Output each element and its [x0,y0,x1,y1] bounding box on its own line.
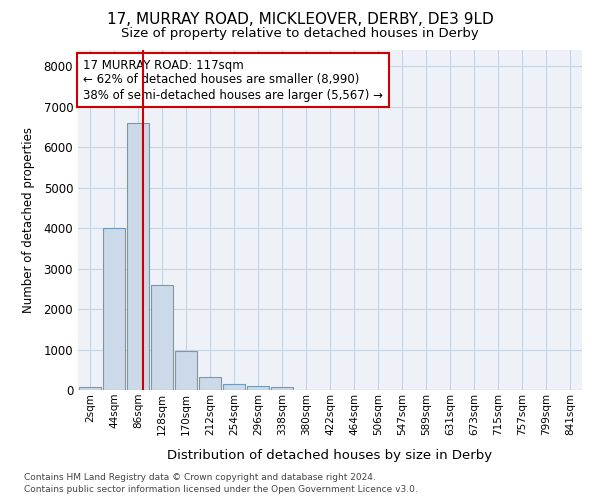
Bar [271,387,293,390]
X-axis label: Distribution of detached houses by size in Derby: Distribution of detached houses by size … [167,449,493,462]
Bar [199,376,221,390]
Bar [79,387,101,390]
Text: 17, MURRAY ROAD, MICKLEOVER, DERBY, DE3 9LD: 17, MURRAY ROAD, MICKLEOVER, DERBY, DE3 … [107,12,493,28]
Bar [175,351,197,390]
Bar [127,123,149,390]
Text: Contains HM Land Registry data © Crown copyright and database right 2024.: Contains HM Land Registry data © Crown c… [24,472,376,482]
Text: Size of property relative to detached houses in Derby: Size of property relative to detached ho… [121,28,479,40]
Text: Contains public sector information licensed under the Open Government Licence v3: Contains public sector information licen… [24,485,418,494]
Bar [247,386,269,390]
Y-axis label: Number of detached properties: Number of detached properties [22,127,35,313]
Bar [103,228,125,390]
Bar [223,384,245,390]
Bar [151,285,173,390]
Text: 17 MURRAY ROAD: 117sqm
← 62% of detached houses are smaller (8,990)
38% of semi-: 17 MURRAY ROAD: 117sqm ← 62% of detached… [83,58,383,102]
